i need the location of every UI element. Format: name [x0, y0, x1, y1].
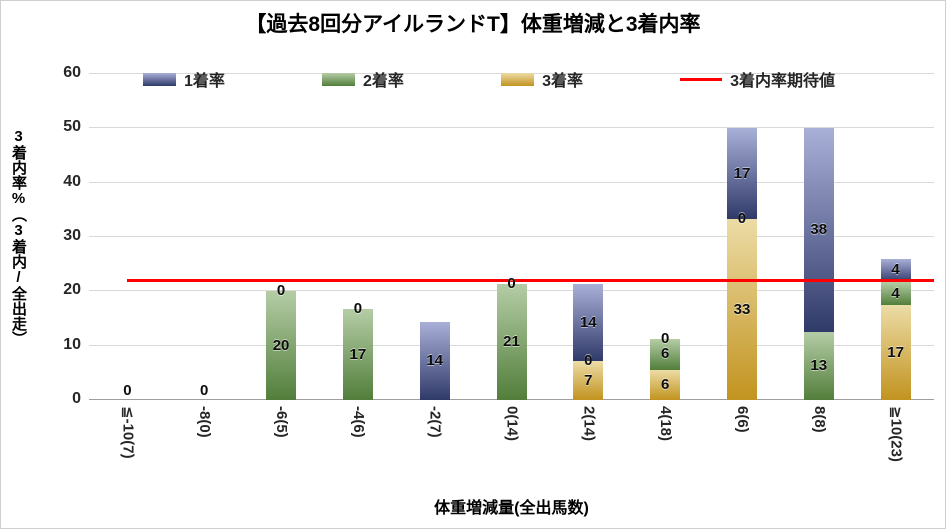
x-tick-label: 4(18): [657, 406, 675, 442]
x-tick-label: 0(14): [503, 406, 521, 442]
data-label-first-place-rate: 0: [353, 300, 363, 318]
x-tick-label: -8(0): [196, 406, 214, 438]
data-label-third-place-rate: 17: [887, 343, 904, 361]
legend-swatch-first-place-rate: [143, 72, 176, 86]
y-tick-label: 0: [72, 390, 81, 407]
legend-label-third-place-rate: 3着率: [542, 73, 583, 90]
legend-item-expected-top3-rate: 3着内率期待値: [680, 67, 835, 91]
data-label-third-place-rate: 0: [123, 382, 132, 399]
x-tick-label: ≧10(23): [887, 406, 905, 462]
legend-label-expected-top3-rate: 3着内率期待値: [730, 73, 835, 90]
bar-segment-second-place-rate: [496, 283, 527, 400]
bar-segment-first-place-rate: [726, 128, 757, 220]
bar-segment-second-place-rate: [880, 282, 911, 306]
data-label-first-place-rate: 0: [507, 274, 516, 292]
data-label-first-place-rate: 0: [660, 330, 670, 348]
x-axis-title: 体重増減量(全出馬数): [434, 500, 589, 517]
expected-value-line: [127, 278, 934, 282]
legend-swatch-third-place-rate: [501, 72, 535, 86]
data-label-third-place-rate: 6: [660, 375, 670, 393]
data-label-first-place-rate: 38: [810, 221, 828, 239]
x-tick-label: 6(6): [733, 406, 751, 433]
legend-item-second-place-rate: 2着率: [322, 67, 404, 91]
bar-segment-third-place-rate: [880, 305, 911, 400]
legend-label-first-place-rate: 1着率: [184, 73, 225, 90]
data-label-first-place-rate: 0: [276, 282, 286, 300]
data-label-first-place-rate: 17: [733, 164, 751, 182]
legend-line-swatch-expected-top3-rate: [680, 77, 723, 81]
x-tick-label: -2(7): [426, 406, 444, 438]
y-axis-title: 3着内率%（3着内/全出走）: [10, 128, 27, 346]
bar-segment-first-place-rate: [573, 283, 604, 362]
bar-segment-third-place-rate: [726, 219, 757, 400]
data-label-first-place-rate: 4: [891, 261, 900, 279]
data-label-second-place-rate: 6: [660, 345, 670, 363]
legend-item-first-place-rate: 1着率: [143, 67, 225, 91]
data-label-third-place-rate: 33: [733, 300, 751, 318]
y-tick-label: 60: [63, 64, 81, 81]
bar-segment-first-place-rate: [419, 322, 450, 400]
bar-segment-third-place-rate: [573, 361, 604, 400]
data-label-second-place-rate: 21: [503, 332, 520, 350]
bar-segment-second-place-rate: [266, 291, 297, 400]
legend: 1着率 2着率 3着率 3着内率期待値: [143, 67, 835, 91]
data-label-second-place-rate: 20: [272, 336, 290, 354]
x-tick-label: -6(5): [273, 406, 291, 438]
bar-segment-first-place-rate: [880, 258, 911, 283]
x-tick-label: ≦-10(7): [119, 406, 137, 459]
legend-item-third-place-rate: 3着率: [501, 67, 583, 91]
y-tick-label: 30: [63, 227, 81, 244]
y-tick-label: 10: [63, 335, 81, 353]
bar-segment-third-place-rate: [650, 369, 681, 400]
bar-segment-second-place-rate: [342, 309, 373, 400]
y-tick-label: 50: [63, 118, 81, 136]
bar-segment-second-place-rate: [803, 332, 834, 400]
legend-label-second-place-rate: 2着率: [363, 73, 404, 90]
x-tick-label: 2(14): [580, 406, 598, 442]
gridline: [89, 181, 934, 183]
data-label-second-place-rate: 17: [349, 345, 367, 363]
data-label-third-place-rate: 7: [584, 371, 593, 389]
data-label-first-place-rate: 14: [579, 313, 597, 331]
gridline: [89, 236, 934, 237]
bar-segment-first-place-rate: [803, 128, 834, 333]
data-label-second-place-rate: 13: [810, 357, 828, 375]
data-label-first-place-rate: 14: [426, 352, 444, 370]
data-label-second-place-rate: 0: [737, 210, 747, 228]
bar-segment-second-place-rate: [650, 339, 681, 370]
data-label-third-place-rate: 0: [200, 382, 209, 399]
chart-title: 【過去8回分アイルランドT】体重増減と3着内率: [245, 13, 701, 36]
x-tick-label: 8(8): [810, 406, 828, 433]
data-label-second-place-rate: 4: [891, 284, 900, 302]
y-tick-label: 20: [63, 281, 81, 299]
y-tick-label: 40: [63, 172, 81, 190]
gridline: [89, 127, 934, 129]
data-label-second-place-rate: 0: [584, 352, 593, 370]
legend-swatch-second-place-rate: [322, 72, 356, 86]
x-tick-label: -4(6): [349, 406, 367, 438]
